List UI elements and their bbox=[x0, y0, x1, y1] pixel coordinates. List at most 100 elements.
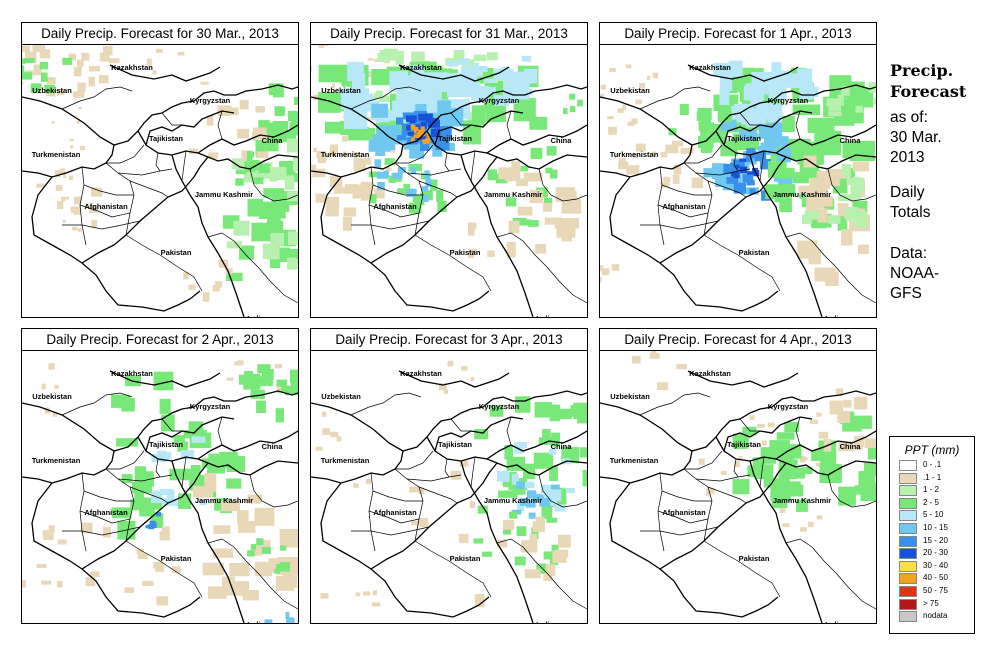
precip-cell bbox=[263, 188, 285, 198]
precip-cell bbox=[563, 107, 568, 114]
precip-cell bbox=[518, 85, 529, 94]
precip-cell bbox=[206, 483, 217, 492]
precip-cell bbox=[22, 72, 32, 80]
map-label-kazakhstan: Kazakhstan bbox=[111, 63, 153, 72]
precip-cell bbox=[274, 364, 283, 369]
data-line: NOAA- bbox=[890, 265, 940, 282]
precip-cell bbox=[99, 52, 110, 62]
precip-cell bbox=[622, 104, 626, 110]
border-line bbox=[600, 84, 876, 146]
precip-cell bbox=[809, 177, 823, 186]
border-line bbox=[546, 266, 587, 304]
map-label-kazakhstan: Kazakhstan bbox=[111, 369, 153, 378]
precip-cell bbox=[214, 498, 225, 511]
precip-cell bbox=[77, 228, 82, 232]
precip-cell bbox=[505, 197, 517, 207]
border-line bbox=[257, 572, 298, 610]
precip-cell bbox=[342, 151, 348, 157]
map-label-turkmenistan: Turkmenistan bbox=[321, 456, 370, 465]
map-label-afghanistan: Afghanistan bbox=[84, 508, 128, 517]
precip-cell bbox=[437, 200, 447, 213]
precip-cell bbox=[54, 385, 59, 389]
border-line bbox=[538, 474, 587, 508]
legend-item: 30 - 40 bbox=[890, 560, 974, 573]
precip-cell bbox=[487, 169, 497, 181]
legend-label: 0 - .1 bbox=[923, 460, 942, 469]
precip-cell bbox=[36, 65, 42, 76]
legend-item: 20 - 30 bbox=[890, 547, 974, 560]
precip-cell bbox=[285, 611, 290, 619]
precip-cell bbox=[48, 525, 55, 533]
precip-map: Kazakhstan Uzbekistan Kyrgyzstan Tajikistan… bbox=[599, 44, 877, 318]
precip-cell bbox=[717, 110, 732, 123]
precip-cell bbox=[333, 187, 347, 194]
precip-cell bbox=[243, 382, 260, 390]
border-line bbox=[496, 232, 548, 268]
precip-cell bbox=[421, 194, 429, 202]
precip-cell bbox=[159, 398, 171, 414]
precip-cell bbox=[493, 95, 510, 106]
border-line bbox=[350, 392, 422, 416]
panel-title: Daily Precip. Forecast for 31 Mar., 2013 bbox=[310, 22, 588, 45]
precip-cell bbox=[255, 561, 272, 577]
precip-cell bbox=[207, 586, 227, 599]
ppt-legend: PPT (mm) 0 - .1 .1 - 1 1 - 2 2 - 5 5 - 10 10 … bbox=[889, 436, 975, 634]
border-line bbox=[470, 150, 476, 182]
precip-cell bbox=[25, 51, 37, 60]
precip-cell bbox=[543, 197, 553, 207]
map-label-india: India bbox=[825, 620, 843, 623]
precip-cell bbox=[139, 504, 155, 517]
border-lines bbox=[22, 64, 298, 317]
map-label-turkmenistan: Turkmenistan bbox=[321, 150, 370, 159]
precip-cell bbox=[631, 118, 638, 124]
legend-item: > 75 bbox=[890, 598, 974, 611]
precip-cell bbox=[617, 108, 624, 113]
precip-cell bbox=[852, 161, 870, 172]
precip-cell bbox=[397, 90, 422, 103]
precip-cell bbox=[520, 165, 529, 172]
map-label-uzbekistan: Uzbekistan bbox=[610, 392, 650, 401]
legend-title: PPT (mm) bbox=[904, 443, 960, 457]
precip-cell bbox=[237, 128, 249, 139]
precip-cell bbox=[780, 184, 796, 197]
precip-cell bbox=[757, 424, 766, 428]
border-line bbox=[496, 538, 548, 574]
precip-cell bbox=[474, 594, 485, 608]
asof-line: 2013 bbox=[890, 149, 925, 166]
precip-cell bbox=[825, 169, 840, 186]
precip-cell bbox=[340, 89, 364, 109]
precip-cell bbox=[226, 456, 246, 472]
precip-cell bbox=[48, 363, 55, 370]
precip-cell bbox=[799, 527, 807, 532]
border-line bbox=[395, 144, 434, 164]
precip-cell bbox=[325, 206, 339, 217]
precip-cell bbox=[550, 169, 558, 179]
precip-cell bbox=[756, 85, 769, 95]
border-line bbox=[546, 572, 587, 610]
map-label-afghanistan: Afghanistan bbox=[662, 202, 706, 211]
precip-cell bbox=[856, 211, 868, 221]
border-line bbox=[715, 130, 876, 170]
precip-cell bbox=[392, 172, 403, 179]
precip-cell bbox=[754, 151, 767, 162]
precip-cell bbox=[774, 192, 789, 203]
map-label-tajikistan: Tajikistan bbox=[149, 440, 183, 449]
map-label-uzbekistan: Uzbekistan bbox=[32, 392, 72, 401]
precip-cell bbox=[136, 548, 144, 555]
precip-cell bbox=[247, 151, 253, 159]
precip-cell bbox=[411, 520, 420, 526]
border-line bbox=[695, 168, 751, 176]
border-line bbox=[406, 474, 462, 482]
precip-cell bbox=[360, 181, 373, 195]
precip-cell bbox=[326, 197, 340, 208]
legend-label: 30 - 40 bbox=[923, 560, 948, 570]
border-line bbox=[370, 156, 498, 264]
precip-cell bbox=[235, 178, 244, 186]
precip-cell bbox=[468, 222, 477, 230]
precip-cell bbox=[148, 524, 155, 530]
border-line bbox=[181, 456, 187, 488]
precip-cell bbox=[841, 86, 850, 96]
precip-cell bbox=[393, 75, 416, 90]
precip-cell bbox=[517, 442, 527, 448]
border-line bbox=[117, 474, 173, 482]
